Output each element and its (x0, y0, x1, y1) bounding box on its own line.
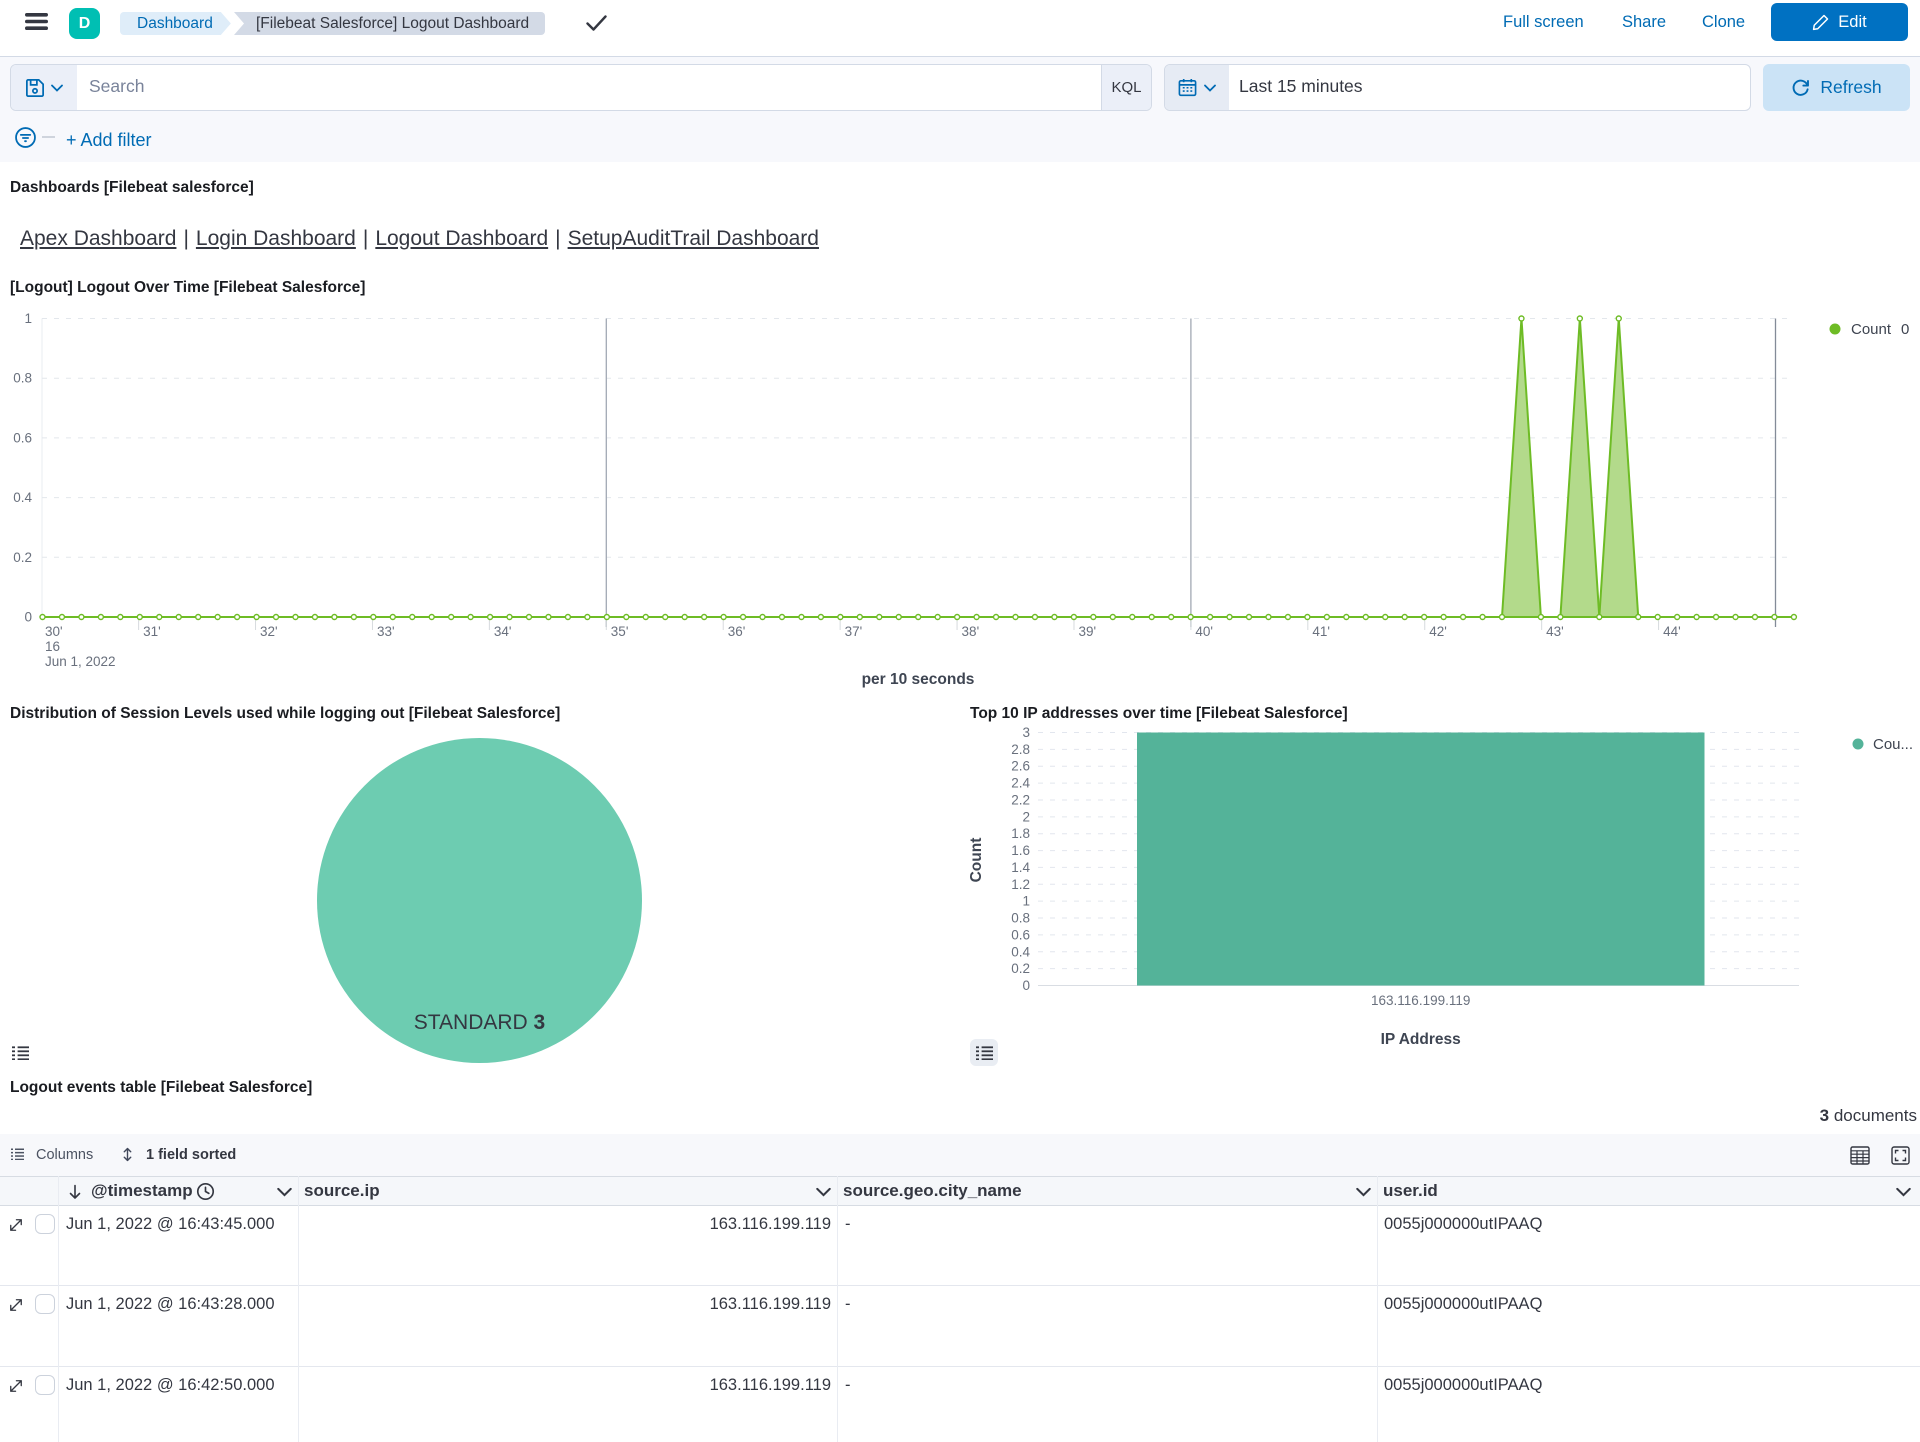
svg-text:33': 33' (377, 624, 395, 639)
svg-text:38': 38' (962, 624, 980, 639)
svg-text:3: 3 (1022, 725, 1030, 740)
svg-text:2.6: 2.6 (1011, 759, 1030, 774)
svg-text:0.4: 0.4 (13, 490, 32, 505)
svg-text:per 10 seconds: per 10 seconds (862, 671, 975, 688)
svg-text:163.116.199.119: 163.116.199.119 (1371, 993, 1470, 1008)
svg-text:36': 36' (728, 624, 746, 639)
svg-text:44': 44' (1663, 624, 1681, 639)
svg-text:0.4: 0.4 (1011, 944, 1030, 959)
svg-text:37': 37' (845, 624, 863, 639)
svg-text:35': 35' (611, 624, 629, 639)
svg-text:0: 0 (1022, 978, 1030, 993)
svg-text:Count: Count (968, 838, 985, 883)
svg-text:0: 0 (24, 610, 32, 625)
svg-text:0: 0 (1901, 321, 1909, 338)
svg-text:0.2: 0.2 (1011, 961, 1030, 976)
svg-text:2.8: 2.8 (1011, 742, 1030, 757)
svg-text:0.8: 0.8 (1011, 911, 1030, 926)
svg-text:1.2: 1.2 (1011, 877, 1030, 892)
svg-text:0.6: 0.6 (13, 430, 32, 445)
svg-text:31': 31' (143, 624, 161, 639)
svg-text:40': 40' (1195, 624, 1213, 639)
svg-text:0.2: 0.2 (13, 550, 32, 565)
svg-text:2.2: 2.2 (1011, 792, 1030, 807)
svg-text:34': 34' (494, 624, 512, 639)
svg-text:41': 41' (1312, 624, 1330, 639)
svg-text:Jun 1, 2022: Jun 1, 2022 (45, 654, 116, 669)
svg-text:43': 43' (1546, 624, 1564, 639)
svg-text:42': 42' (1429, 624, 1447, 639)
svg-text:0.6: 0.6 (1011, 927, 1030, 942)
svg-text:2.4: 2.4 (1011, 776, 1030, 791)
svg-text:IP Address: IP Address (1381, 1031, 1461, 1048)
svg-text:1.6: 1.6 (1011, 843, 1030, 858)
svg-text:39': 39' (1078, 624, 1096, 639)
svg-text:1: 1 (1022, 894, 1030, 909)
svg-text:1.8: 1.8 (1011, 826, 1030, 841)
svg-text:16: 16 (45, 639, 60, 654)
svg-text:30': 30' (45, 624, 63, 639)
svg-text:Cou...: Cou... (1873, 736, 1913, 753)
svg-text:0.8: 0.8 (13, 371, 32, 386)
svg-text:Count: Count (1851, 321, 1892, 338)
svg-text:32': 32' (260, 624, 278, 639)
svg-text:1.4: 1.4 (1011, 860, 1030, 875)
svg-text:1: 1 (24, 311, 32, 326)
svg-text:2: 2 (1022, 809, 1030, 824)
